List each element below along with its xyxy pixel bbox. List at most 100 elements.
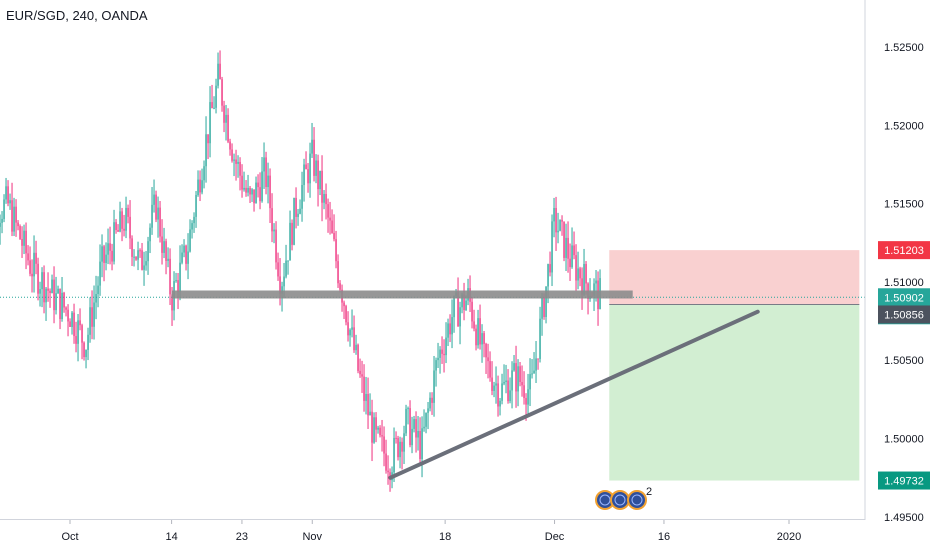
globe-icon-ring	[631, 494, 643, 506]
candle-body	[193, 216, 195, 224]
candle-body	[369, 411, 371, 416]
candle-body	[53, 279, 55, 311]
candle-body	[507, 380, 509, 402]
candle-body	[267, 175, 269, 188]
candle-body	[547, 264, 549, 287]
candle-body	[583, 263, 585, 295]
candle-body	[83, 342, 85, 358]
time-tick-label: 14	[165, 531, 177, 543]
candle-body	[361, 374, 363, 377]
price-scale[interactable]: 1.52500 1.52000 1.51500 1.51000 1.50500 1.500…	[884, 42, 924, 524]
candle-body	[161, 236, 163, 253]
time-tick-label: Nov	[302, 531, 322, 543]
candle-body	[343, 302, 345, 307]
candle-body	[201, 180, 203, 193]
current-price-label: 1.50902	[884, 292, 924, 304]
candle-body	[329, 217, 331, 221]
candle-body	[115, 222, 117, 231]
candle-body	[153, 194, 155, 205]
candle-body	[89, 307, 91, 335]
candle-body	[127, 207, 129, 217]
candle-body	[209, 102, 211, 144]
candle-body	[163, 241, 165, 253]
candle-body	[443, 353, 445, 356]
candle-body	[433, 370, 435, 403]
candle-body	[461, 294, 463, 308]
candle-body	[535, 358, 537, 371]
candle-body	[545, 286, 547, 317]
candle-body	[449, 323, 451, 335]
candle-body	[205, 134, 207, 167]
take-profit-zone[interactable]	[609, 304, 860, 481]
candle-body	[169, 258, 171, 295]
candle-body	[223, 105, 225, 123]
economic-events[interactable]: 2	[595, 486, 652, 510]
position-zones	[0, 250, 865, 481]
candle-body	[559, 219, 561, 231]
event-count-label: 2	[646, 486, 652, 498]
candle-body	[417, 430, 419, 438]
time-scale[interactable]: Oct 14 23 Nov 18 Dec 16 2020	[61, 520, 801, 543]
target-price-badge	[878, 471, 930, 490]
candle-body	[529, 374, 531, 390]
candle-body	[221, 79, 223, 106]
globe-icon[interactable]	[610, 490, 630, 510]
candle-body	[371, 411, 373, 443]
candle-body	[355, 344, 357, 351]
candle-body	[557, 230, 559, 233]
candle-body	[439, 349, 441, 358]
candle-body	[111, 250, 113, 262]
candle-body	[245, 187, 247, 193]
price-tick-label: 1.49500	[884, 512, 924, 524]
candle-body	[359, 370, 361, 375]
candle-body	[171, 294, 173, 311]
candle-body	[503, 381, 505, 384]
candle-body	[63, 292, 65, 308]
time-tick-label: 23	[236, 531, 248, 543]
candle-body	[509, 390, 511, 402]
drawings[interactable]	[171, 290, 760, 480]
globe-icon[interactable]	[627, 490, 647, 510]
candle-body	[459, 307, 461, 327]
trendline[interactable]	[388, 309, 760, 480]
candle-body	[249, 187, 251, 195]
candle-body	[157, 207, 159, 220]
candle-body	[211, 102, 213, 109]
candle-body	[45, 288, 47, 303]
candle-body	[103, 246, 105, 263]
candle-body	[287, 260, 289, 262]
time-tick-label: Dec	[545, 531, 565, 543]
candle-body	[465, 300, 467, 311]
candle-body	[431, 397, 433, 403]
candle-body	[485, 343, 487, 358]
candle-body	[85, 349, 87, 358]
candle-body	[491, 377, 493, 391]
candle-body	[519, 366, 521, 383]
candle-body	[285, 260, 287, 277]
candle-body	[537, 358, 539, 360]
candle-body	[257, 182, 259, 188]
candle-body	[327, 204, 329, 218]
candle-body	[235, 159, 237, 164]
candle-body	[581, 278, 583, 295]
stop-loss-zone[interactable]	[609, 250, 860, 305]
candle-body	[129, 216, 131, 239]
candle-body	[275, 229, 277, 263]
candle-body	[13, 206, 15, 232]
candle-body	[533, 370, 535, 374]
candle-body	[423, 426, 425, 429]
candle-body	[315, 160, 317, 176]
candle-body	[279, 276, 281, 294]
price-tick-label: 1.51500	[884, 199, 924, 211]
candle-body	[187, 251, 189, 264]
candle-body	[595, 280, 597, 284]
candle-body	[255, 182, 257, 204]
candle-body	[199, 179, 201, 193]
candle-body	[11, 200, 13, 232]
candle-body	[179, 262, 181, 292]
axes	[0, 0, 866, 520]
candle-body	[113, 222, 115, 262]
